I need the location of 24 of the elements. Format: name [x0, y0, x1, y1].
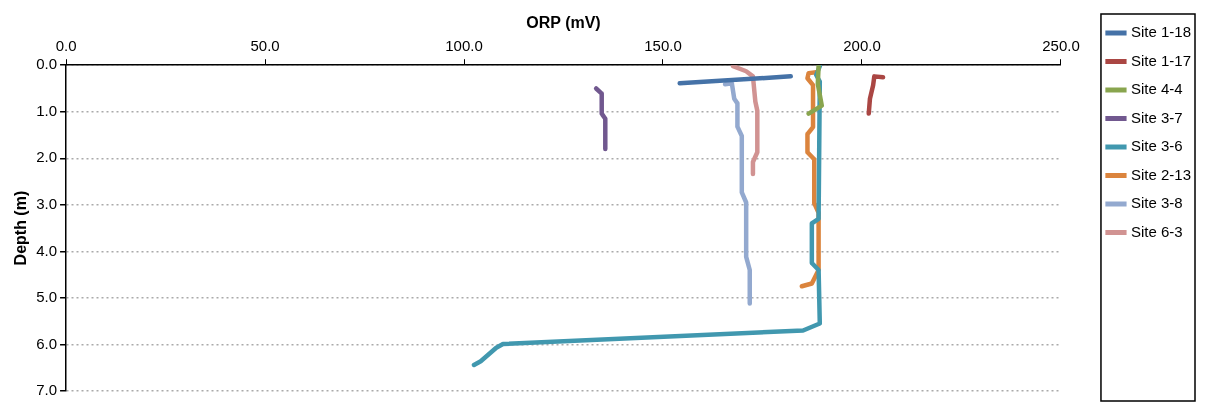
y-tick-label: 5.0 [36, 288, 58, 306]
x-tick-label: 100.0 [445, 37, 483, 55]
y-axis-title: Depth (m) [12, 190, 30, 266]
legend-label: Site 3-7 [1130, 108, 1183, 126]
x-tick-label: 250.0 [1042, 37, 1080, 55]
legend-label: Site 3-6 [1130, 137, 1183, 155]
y-tick-label: 2.0 [36, 148, 58, 166]
y-tick-label: 6.0 [36, 334, 58, 352]
x-axis-title: ORP (mV) [526, 14, 601, 32]
y-tick-label: 1.0 [36, 101, 58, 119]
legend-label: Site 1-17 [1130, 51, 1192, 69]
legend-label: Site 2-13 [1130, 165, 1192, 183]
legend-label: Site 6-3 [1130, 222, 1183, 240]
y-tick-label: 7.0 [36, 381, 58, 399]
legend-label: Site 4-4 [1130, 80, 1183, 98]
y-tick-label: 0.0 [36, 55, 58, 73]
y-tick-label: 3.0 [36, 194, 58, 212]
legend-label: Site 3-8 [1130, 194, 1183, 212]
legend-label: Site 1-18 [1130, 23, 1192, 41]
x-tick-label: 150.0 [644, 37, 682, 55]
x-tick-label: 50.0 [250, 37, 280, 55]
y-tick-label: 4.0 [36, 241, 58, 259]
x-tick-label: 200.0 [843, 37, 881, 55]
x-tick-label: 0.0 [55, 37, 77, 55]
